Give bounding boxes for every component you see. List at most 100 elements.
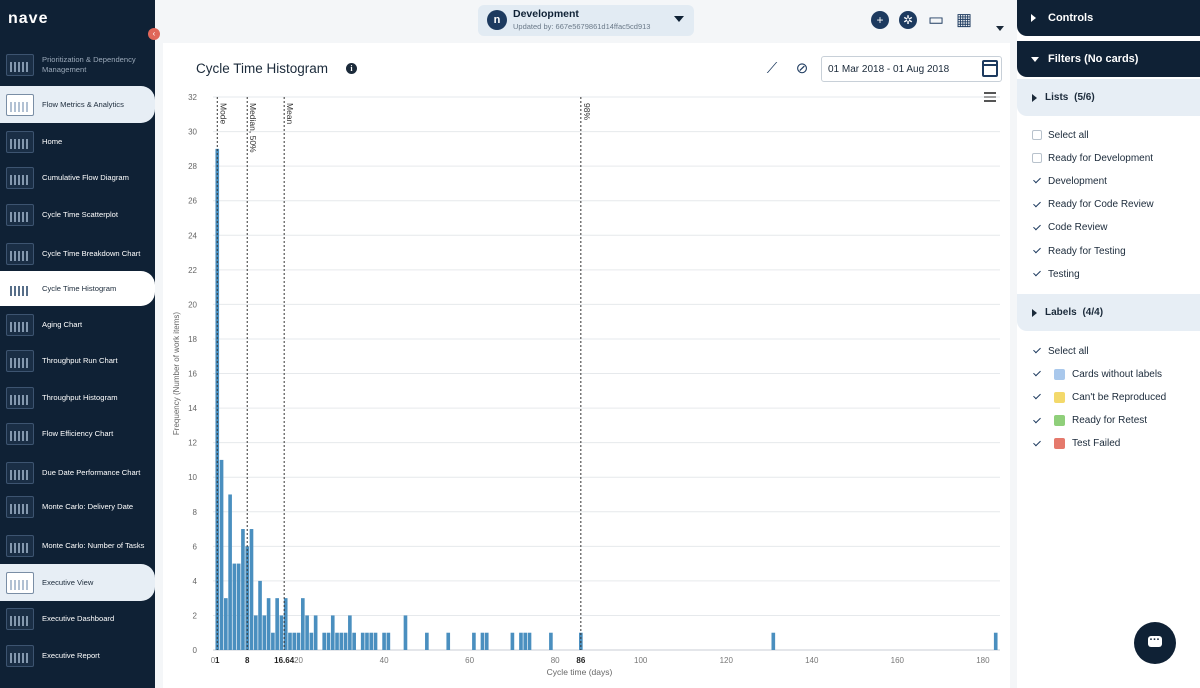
caret-right-icon	[1032, 94, 1037, 102]
histogram-bar	[224, 598, 228, 650]
chart-thumbnail-icon	[6, 243, 34, 265]
date-range-field[interactable]: 01 Mar 2018 - 01 Aug 2018	[821, 56, 1002, 82]
list-filter-option[interactable]: Ready for Testing	[1032, 244, 1126, 258]
checkbox[interactable]	[1032, 369, 1042, 379]
sidebar-item-executive-report[interactable]: Executive Report	[0, 639, 155, 672]
histogram-bar	[241, 529, 245, 650]
sidebar-item-executive-view[interactable]: Executive View	[0, 564, 155, 601]
date-range-value: 01 Mar 2018 - 01 Aug 2018	[828, 64, 950, 75]
checkbox[interactable]	[1032, 346, 1042, 356]
list-filter-option[interactable]: Ready for Development	[1032, 151, 1153, 165]
x-tick-label: 180	[976, 656, 990, 665]
y-tick-label: 10	[188, 473, 197, 482]
sidebar-item-home[interactable]: Home	[0, 125, 155, 158]
x-tick-label: 160	[891, 656, 905, 665]
checkbox[interactable]	[1032, 439, 1042, 449]
x-tick-label: 100	[634, 656, 648, 665]
sidebar-item-due-date-performance-chart[interactable]: Due Date Performance Chart	[0, 455, 155, 491]
chart-thumbnail-icon	[6, 535, 34, 557]
sidebar-item-flow-metrics-analytics[interactable]: Flow Metrics & Analytics	[0, 86, 155, 123]
checkbox[interactable]	[1032, 416, 1042, 426]
add-icon[interactable]: +	[871, 11, 889, 29]
controls-header[interactable]: Controls	[1017, 0, 1200, 36]
caret-down-icon[interactable]	[996, 26, 1004, 31]
info-icon[interactable]: i	[346, 63, 357, 74]
sidebar-item-cumulative-flow-diagram[interactable]: Cumulative Flow Diagram	[0, 161, 155, 194]
sidebar-item-cycle-time-scatterplot[interactable]: Cycle Time Scatterplot	[0, 198, 155, 231]
sidebar: nave Prioritization & Dependency Managem…	[0, 0, 155, 688]
checkbox[interactable]	[1032, 176, 1042, 186]
list-filter-option[interactable]: Development	[1032, 174, 1107, 188]
histogram-bar	[301, 598, 305, 650]
checkbox[interactable]	[1032, 200, 1042, 210]
list-filter-label: Testing	[1048, 268, 1080, 280]
sidebar-item-label: Executive Report	[42, 650, 100, 660]
sidebar-item-monte-carlo-delivery-date[interactable]: Monte Carlo: Delivery Date	[0, 490, 155, 523]
monitor-icon[interactable]: ▭	[927, 10, 945, 29]
histogram-bar	[425, 632, 429, 650]
calendar-icon[interactable]	[982, 60, 998, 77]
checkbox[interactable]	[1032, 269, 1042, 279]
caret-down-icon	[674, 16, 684, 22]
sidebar-item-aging-chart[interactable]: Aging Chart	[0, 308, 155, 341]
checkbox[interactable]	[1032, 130, 1042, 140]
list-filter-option[interactable]: Ready for Code Review	[1032, 198, 1154, 212]
dashboard-icon[interactable]: ▦	[955, 10, 973, 29]
sidebar-item-cycle-time-histogram[interactable]: Cycle Time Histogram	[0, 271, 155, 306]
y-tick-label: 2	[193, 611, 198, 620]
checkbox[interactable]	[1032, 392, 1042, 402]
label-filter-option[interactable]: Can't be Reproduced	[1032, 390, 1166, 404]
checkbox[interactable]	[1032, 223, 1042, 233]
sidebar-item-monte-carlo-number-of-tasks[interactable]: Monte Carlo: Number of Tasks	[0, 528, 155, 564]
label-color-swatch	[1054, 415, 1065, 427]
list-filter-label: Ready for Code Review	[1048, 199, 1154, 211]
chart-thumbnail-icon	[6, 93, 34, 116]
sidebar-item-flow-efficiency-chart[interactable]: Flow Efficiency Chart	[0, 417, 155, 450]
histogram-bar	[275, 598, 279, 650]
labels-header[interactable]: Labels (4/4)	[1017, 294, 1200, 331]
y-tick-label: 28	[188, 162, 197, 171]
sidebar-item-label: Home	[42, 136, 63, 146]
checkbox[interactable]	[1032, 246, 1042, 256]
sidebar-item-throughput-run-chart[interactable]: Throughput Run Chart	[0, 344, 155, 377]
label-filter-option[interactable]: Test Failed	[1032, 437, 1120, 451]
sidebar-item-throughput-histogram[interactable]: Throughput Histogram	[0, 381, 155, 414]
marker-x-tick-label: 1	[215, 656, 220, 665]
histogram-bar	[326, 632, 331, 650]
histogram-bar	[549, 632, 553, 650]
lists-label: Lists	[1045, 92, 1069, 103]
gear-icon[interactable]: ✲	[899, 11, 917, 29]
sidebar-item-label: Executive Dashboard	[42, 614, 115, 624]
percentile-marker-label: Median, 50%	[248, 103, 258, 153]
sidebar-item-cycle-time-breakdown-chart[interactable]: Cycle Time Breakdown Chart	[0, 236, 155, 272]
filters-header[interactable]: Filters (No cards)	[1017, 41, 1200, 77]
histogram-bar	[373, 632, 378, 650]
list-filter-option[interactable]: Select all	[1032, 128, 1089, 142]
board-updated-by: Updated by: 667e5679861d14ffac5cd913	[513, 22, 651, 31]
search-off-icon[interactable]: ⊘	[795, 60, 809, 77]
label-filter-option[interactable]: Cards without labels	[1032, 367, 1162, 381]
histogram-bar	[249, 529, 254, 650]
histogram-bar	[279, 615, 284, 650]
list-filter-option[interactable]: Testing	[1032, 267, 1080, 281]
y-tick-label: 14	[188, 404, 197, 413]
chart-thumbnail-icon	[6, 495, 34, 518]
label-color-swatch	[1054, 368, 1065, 380]
histogram-bar	[219, 459, 224, 650]
sidebar-item-prioritization-dependency-management[interactable]: Prioritization & Dependency Management	[0, 47, 155, 83]
checkbox[interactable]	[1032, 153, 1042, 164]
sidebar-item-label: Throughput Histogram	[42, 392, 118, 402]
collapse-sidebar-button[interactable]: ‹	[148, 28, 160, 40]
sidebar-item-executive-dashboard[interactable]: Executive Dashboard	[0, 602, 155, 636]
histogram-bar	[510, 632, 515, 650]
chat-icon[interactable]	[1134, 622, 1176, 664]
sidebar-item-label: Prioritization & Dependency Management	[42, 55, 136, 74]
board-selector[interactable]: n Development Updated by: 667e5679861d14…	[478, 5, 694, 36]
trend-icon[interactable]: ⟋	[766, 60, 778, 77]
label-filter-option[interactable]: Ready for Retest	[1032, 414, 1147, 428]
list-filter-option[interactable]: Code Review	[1032, 221, 1107, 235]
y-tick-label: 22	[188, 266, 197, 275]
label-filter-option[interactable]: Select all	[1032, 344, 1089, 358]
histogram-bar	[253, 615, 258, 650]
lists-header[interactable]: Lists (5/6)	[1017, 79, 1200, 116]
